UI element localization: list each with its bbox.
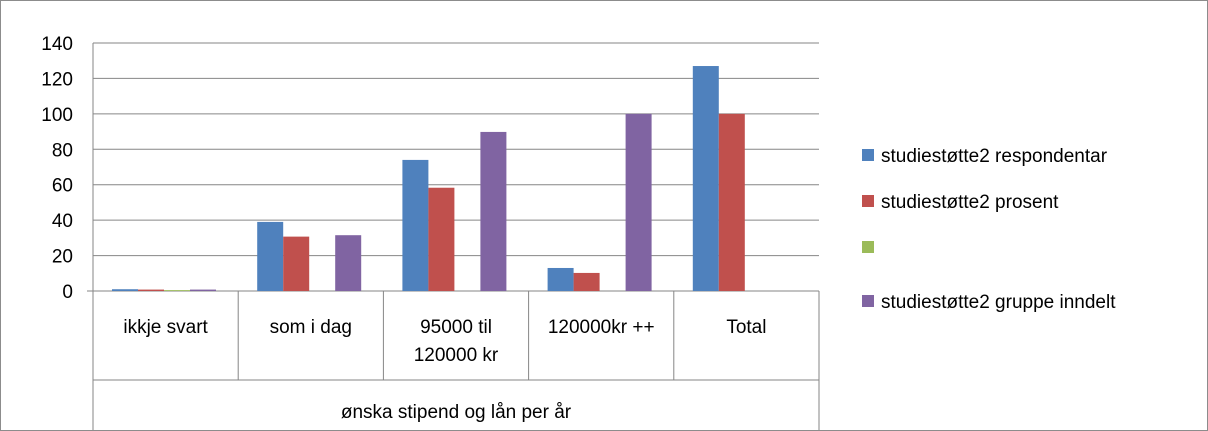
legend-label: studiestøtte2 respondentar [881,146,1108,167]
y-tick-label: 120 [41,69,73,90]
y-tick-label: 80 [52,140,73,161]
category-label: 95000 til [420,317,492,338]
x-axis-title: ønska stipend og lån per år [341,402,572,423]
legend-label: studiestøtte2 prosent [881,192,1059,213]
legend: studiestøtte2 respondentar studiestøtte2 … [862,146,1116,313]
y-tick-label: 140 [41,34,73,55]
bar [283,236,310,291]
bar [718,113,745,291]
y-tick-label: 60 [52,176,73,197]
category-label: Total [726,317,766,338]
bar [573,272,600,291]
bar [625,113,652,291]
bars [112,66,745,292]
category-label: 120000kr ++ [548,317,655,338]
y-tick-label: 20 [52,247,73,268]
bar [480,131,507,291]
bar [402,159,429,291]
legend-swatch [862,149,874,161]
bar [547,267,574,291]
bar [190,289,216,291]
gridlines [93,42,819,257]
y-tick-label: 100 [41,105,73,126]
bar [428,187,455,291]
category-label: ikkje svart [123,317,208,338]
category-label: 120000 kr [414,345,499,366]
y-tick-label: 40 [52,211,73,232]
legend-label: studiestøtte2 gruppe inndelt [881,292,1116,313]
category-label: som i dag [270,317,352,338]
bar [164,290,190,291]
bar [257,221,284,291]
bar [138,289,164,291]
legend-swatch [862,241,874,253]
bar [112,289,138,291]
axis-labels: 0 20 40 60 80 100 120 140 ikkje svart som i dag 95… [41,34,766,366]
y-tick-label: 0 [62,282,73,303]
bar [692,66,719,292]
bar [335,235,362,291]
legend-swatch [862,295,874,307]
legend-swatch [862,195,874,207]
